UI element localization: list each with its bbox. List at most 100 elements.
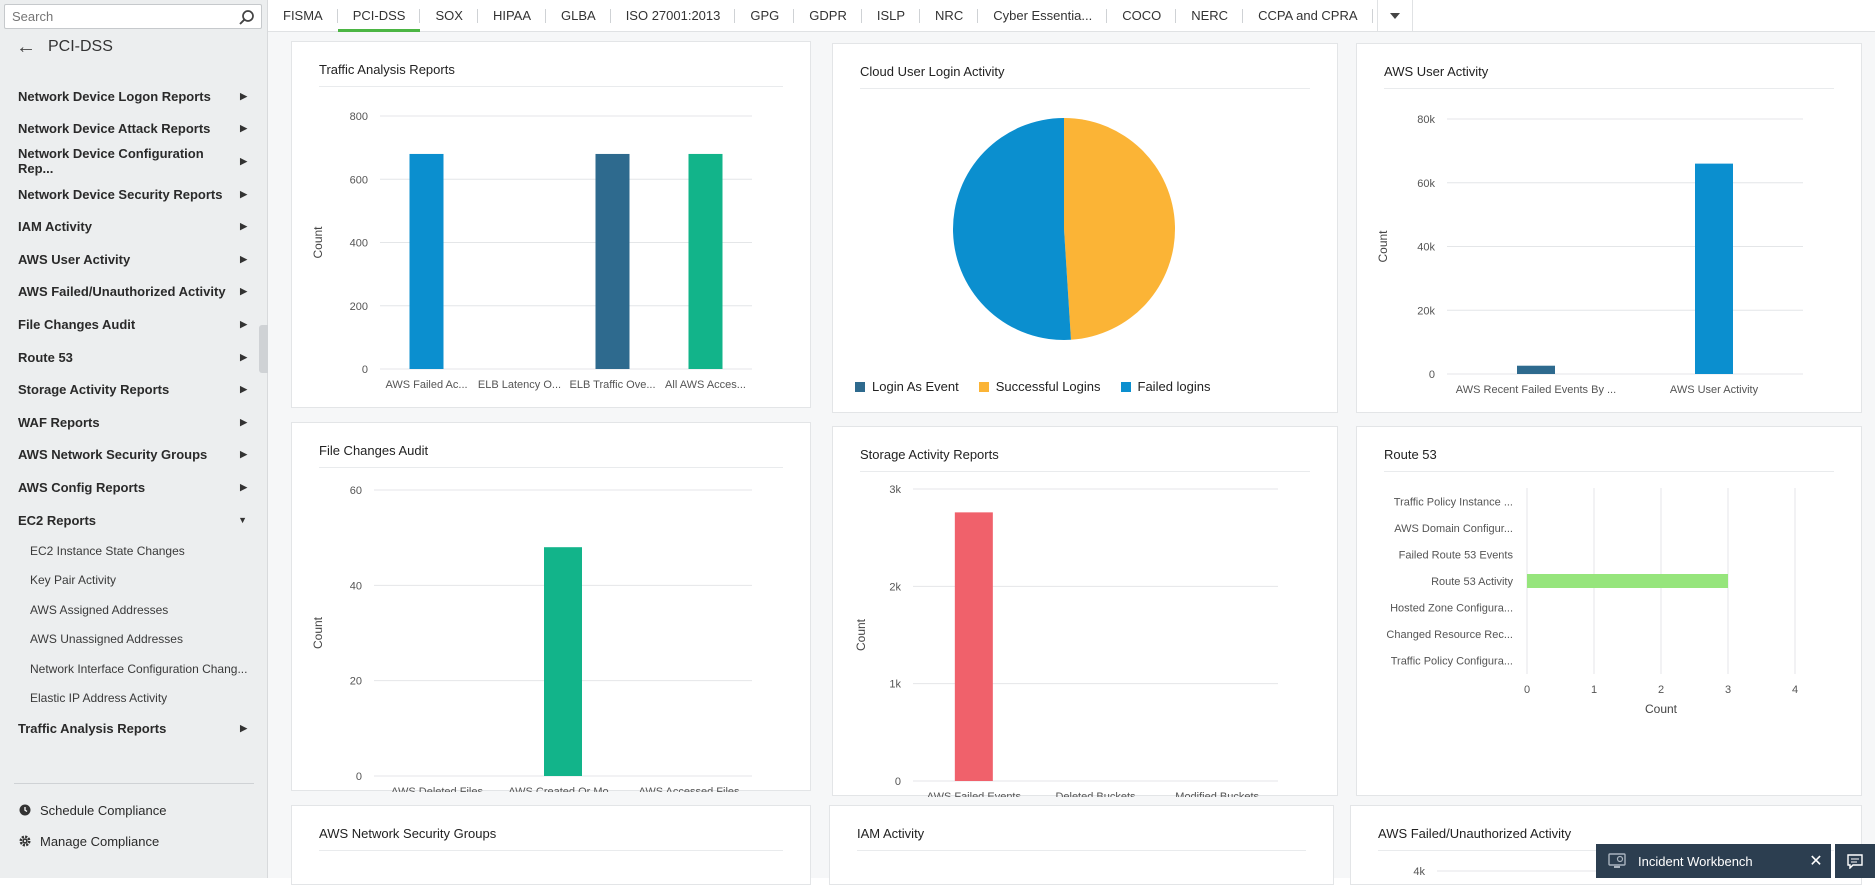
x-tick-label: Modified Buckets bbox=[1175, 791, 1259, 797]
more-tabs-dropdown[interactable] bbox=[1376, 0, 1413, 32]
tab-pci-dss[interactable]: PCI-DSS bbox=[337, 0, 421, 32]
tab-gpg[interactable]: GPG bbox=[735, 0, 795, 32]
legend-item-login-as-event[interactable]: Login As Event bbox=[855, 379, 959, 394]
tab-ccpa-cpra[interactable]: CCPA and CPRA bbox=[1243, 0, 1374, 32]
sidebar-item-network-device-logon-reports[interactable]: Network Device Logon Reports ▶ bbox=[0, 80, 267, 113]
y-tick-label: Traffic Policy Instance ... bbox=[1394, 496, 1513, 508]
panel-title: Route 53 bbox=[1384, 447, 1437, 462]
sidebar-item-aws-config-reports[interactable]: AWS Config Reports ▶ bbox=[0, 471, 267, 504]
aws-user-activity-chart: 0 20k 40k 60k 80k Count AWS Recent Failed Even… bbox=[1376, 114, 1803, 396]
sidebar-item-label: File Changes Audit bbox=[18, 316, 136, 332]
y-tick-label: 20 bbox=[350, 676, 362, 688]
y-tick-label: 40k bbox=[1417, 242, 1435, 254]
divider bbox=[860, 471, 1310, 472]
tab-islp[interactable]: ISLP bbox=[862, 0, 921, 32]
sidebar-item-aws-network-security-groups[interactable]: AWS Network Security Groups ▶ bbox=[0, 439, 267, 472]
sidebar-subitem-elastic-ip-address-activity[interactable]: Elastic IP Address Activity bbox=[30, 690, 168, 705]
legend-item-successful-logins[interactable]: Successful Logins bbox=[978, 379, 1101, 394]
manage-compliance-link[interactable]: Manage Compliance bbox=[18, 831, 159, 851]
bar bbox=[544, 547, 582, 776]
x-tick-label: AWS Created Or Mo... bbox=[508, 786, 618, 792]
bar bbox=[954, 512, 993, 781]
close-icon[interactable]: ✕ bbox=[1809, 853, 1823, 870]
y-tick-label: 4k bbox=[1413, 866, 1425, 878]
tab-iso-27001[interactable]: ISO 27001:2013 bbox=[611, 0, 736, 32]
caret-right-icon: ▶ bbox=[240, 286, 247, 297]
bar bbox=[688, 153, 723, 369]
sidebar-item-aws-failed-unauthorized-activity[interactable]: AWS Failed/Unauthorized Activity ▶ bbox=[0, 276, 267, 309]
sidebar-subitem-aws-assigned-addresses[interactable]: AWS Assigned Addresses bbox=[30, 602, 169, 617]
tab-glba[interactable]: GLBA bbox=[546, 0, 611, 32]
y-tick-label: 0 bbox=[362, 364, 368, 376]
caret-right-icon: ▶ bbox=[240, 90, 247, 101]
sidebar-subitem-ec2-instance-state-changes[interactable]: EC2 Instance State Changes bbox=[30, 544, 185, 558]
sidebar-item-storage-activity-reports[interactable]: Storage Activity Reports ▶ bbox=[0, 373, 267, 406]
back-button[interactable]: ← PCI-DSS bbox=[16, 34, 113, 60]
tab-coco[interactable]: COCO bbox=[1107, 0, 1177, 32]
y-tick-label: 3k bbox=[889, 484, 901, 496]
y-tick-label: 200 bbox=[350, 301, 368, 313]
y-tick-label: 60 bbox=[350, 485, 362, 497]
chat-button[interactable] bbox=[1835, 844, 1875, 878]
search-icon[interactable] bbox=[238, 9, 255, 26]
sidebar-item-aws-user-activity[interactable]: AWS User Activity ▶ bbox=[0, 243, 267, 276]
tab-sox[interactable]: SOX bbox=[420, 0, 479, 32]
caret-right-icon: ▶ bbox=[240, 155, 247, 166]
incident-workbench-label: Incident Workbench bbox=[1638, 853, 1753, 869]
schedule-compliance-link[interactable]: Schedule Compliance bbox=[18, 800, 166, 820]
cloud-login-pie-chart bbox=[953, 118, 1176, 340]
back-arrow-icon[interactable]: ← bbox=[16, 36, 36, 58]
sidebar-item-network-device-security-reports[interactable]: Network Device Security Reports ▶ bbox=[0, 178, 267, 211]
y-tick-label: 400 bbox=[350, 238, 368, 250]
x-tick-label: AWS Recent Failed Events By ... bbox=[1456, 384, 1616, 396]
sidebar-item-label: Network Device Logon Reports bbox=[18, 88, 211, 104]
caret-right-icon: ▶ bbox=[240, 384, 247, 395]
tab-gdpr[interactable]: GDPR bbox=[794, 0, 862, 32]
x-tick-label: AWS User Activity bbox=[1670, 384, 1759, 396]
sidebar-item-network-device-attack-reports[interactable]: Network Device Attack Reports ▶ bbox=[0, 113, 267, 146]
dashboard: Traffic Analysis Reports 0 200 400 600 800 Co… bbox=[268, 32, 1875, 885]
route-53-chart: 0 1 2 3 4 Count Traffic Policy Instance ... AWS… bbox=[1386, 488, 1798, 716]
sidebar-item-iam-activity[interactable]: IAM Activity ▶ bbox=[0, 210, 267, 243]
sidebar-item-ec2-reports[interactable]: EC2 Reports ▼ bbox=[0, 504, 267, 537]
pie-slice bbox=[953, 118, 1071, 340]
sidebar-subitem-key-pair-activity[interactable]: Key Pair Activity bbox=[30, 573, 117, 588]
schedule-compliance-label: Schedule Compliance bbox=[40, 802, 167, 818]
legend-swatch bbox=[978, 381, 989, 392]
tab-fisma[interactable]: FISMA bbox=[268, 0, 338, 32]
sidebar-item-waf-reports[interactable]: WAF Reports ▶ bbox=[0, 406, 267, 439]
sidebar-item-route-53[interactable]: Route 53 ▶ bbox=[0, 341, 267, 374]
sidebar-item-file-changes-audit[interactable]: File Changes Audit ▶ bbox=[0, 308, 267, 341]
bar bbox=[595, 153, 630, 369]
caret-right-icon: ▶ bbox=[240, 416, 247, 427]
panel-route-53: Route 53 0 1 2 3 4 Count Traffic Policy Instan… bbox=[1356, 426, 1862, 796]
storage-activity-chart: 0 1k 2k 3k Count AWS Failed Events Deleted Buc… bbox=[854, 484, 1278, 797]
tab-cyber-essentials[interactable]: Cyber Essentia... bbox=[978, 0, 1108, 32]
y-axis-label: Count bbox=[1376, 230, 1390, 263]
sidebar-resize-handle[interactable] bbox=[259, 325, 268, 373]
panel-title: AWS Network Security Groups bbox=[319, 826, 497, 841]
incident-workbench-bar[interactable]: Incident Workbench ✕ bbox=[1596, 844, 1831, 878]
y-tick-label: AWS Domain Configur... bbox=[1394, 523, 1513, 535]
x-tick-label: AWS Deleted Files bbox=[391, 786, 483, 792]
manage-compliance-label: Manage Compliance bbox=[40, 833, 160, 849]
caret-right-icon: ▶ bbox=[240, 253, 247, 264]
sidebar-item-label: Storage Activity Reports bbox=[18, 382, 170, 398]
y-tick-label: 20k bbox=[1417, 305, 1435, 317]
tab-nerc[interactable]: NERC bbox=[1176, 0, 1243, 32]
sidebar-item-traffic-analysis-reports[interactable]: Traffic Analysis Reports ▶ bbox=[0, 713, 267, 746]
tab-hipaa[interactable]: HIPAA bbox=[478, 0, 547, 32]
y-tick-label: 80k bbox=[1417, 114, 1435, 126]
tab-nrc[interactable]: NRC bbox=[920, 0, 979, 32]
search-input[interactable] bbox=[5, 5, 225, 28]
legend-item-failed-logins[interactable]: Failed logins bbox=[1120, 379, 1211, 394]
sidebar-subitem-aws-unassigned-addresses[interactable]: AWS Unassigned Addresses bbox=[30, 632, 183, 647]
caret-right-icon: ▶ bbox=[240, 481, 247, 492]
caret-right-icon: ▶ bbox=[240, 123, 247, 134]
sidebar-subitem-network-interface-configuration-changes[interactable]: Network Interface Configuration Chang... bbox=[30, 661, 248, 676]
caret-down-icon: ▼ bbox=[238, 515, 247, 526]
chat-icon bbox=[1847, 853, 1863, 869]
panel-storage-activity-reports: Storage Activity Reports 0 1k 2k 3k Count AWS… bbox=[832, 426, 1338, 797]
bar bbox=[1517, 365, 1555, 374]
sidebar-item-network-device-configuration-reports[interactable]: Network Device Configuration Rep... ▶ bbox=[0, 145, 267, 178]
